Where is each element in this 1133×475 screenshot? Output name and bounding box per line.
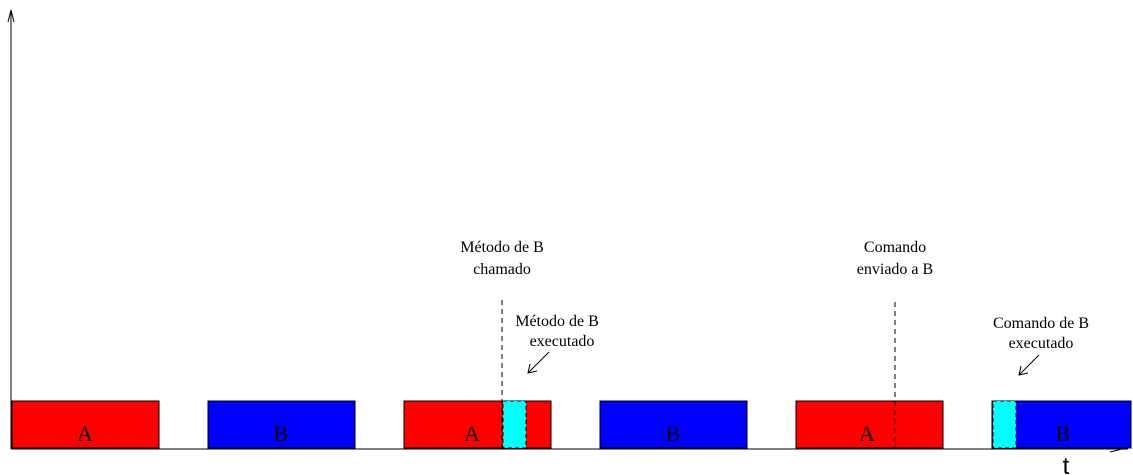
block-b-2 [599,400,748,449]
block-a-1 [11,400,160,449]
method-executed-annotation-line-2: executado [530,333,595,350]
block-label: B [274,421,289,446]
method-called-annotation-line-1: Método de B [460,239,544,256]
method-executed-arrow [527,351,550,374]
command-execution-segment [992,400,1017,449]
block-labels: A B A B A B [77,421,1070,446]
command-sent-annotation-line-2: enviado a B [857,261,933,278]
method-executed-annotation-line-1: Método de B [515,313,599,330]
command-executed-arrowhead [1018,365,1029,376]
execution-segments [502,400,1017,449]
process-blocks [11,400,1132,449]
method-called-annotation-line-2: chamado [473,261,531,278]
time-axis-label: t [1063,453,1070,475]
command-executed-arrow [1018,354,1040,376]
block-label: A [859,421,875,446]
method-execution-segment [502,400,527,449]
command-executed-annotation-line-1: Comando de B [993,315,1089,332]
block-label: B [666,421,681,446]
command-sent-annotation-line-1: Comando [864,239,926,256]
block-label: A [77,421,93,446]
annotations: Método de B chamado Método de B executad… [460,239,1089,352]
y-axis-arrow [7,9,15,23]
event-markers [501,300,896,448]
pointer-arrows [527,351,1040,376]
axes [7,9,1128,453]
block-a-3 [795,400,944,449]
block-b-1 [207,400,356,449]
command-executed-annotation-line-2: executado [1009,335,1074,352]
block-label: B [1056,421,1071,446]
method-executed-arrowhead [527,363,538,374]
block-label: A [464,421,480,446]
